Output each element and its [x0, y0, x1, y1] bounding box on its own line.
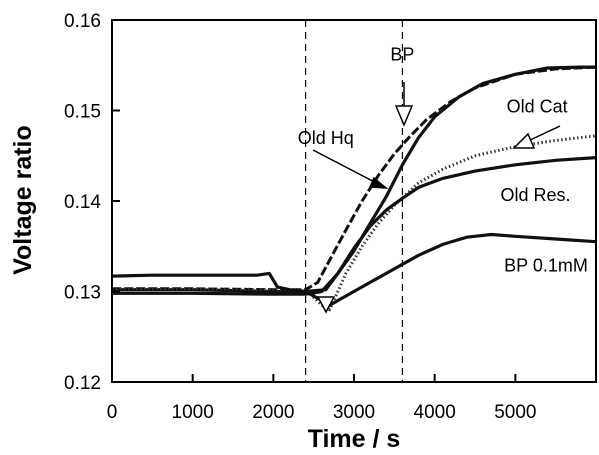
annotation-pointers [312, 82, 561, 314]
x-axis-title: Time / s [308, 425, 401, 453]
bp-pointer-arrowhead [394, 105, 414, 127]
bp-0-1mm-marker [316, 296, 336, 314]
annotation-bp-0-1mm: BP 0.1mM [504, 256, 588, 276]
y-tick-label: 0.12 [64, 373, 101, 394]
y-axis-ticks [112, 19, 120, 383]
annotation-bp: BP [390, 45, 414, 65]
series-line-old-res [112, 156, 596, 296]
x-tick-label: 0 [107, 402, 118, 423]
y-tick-label: 0.15 [64, 102, 101, 123]
x-tick-label: 3000 [333, 402, 375, 423]
x-axis-tick-labels: 0 1000 2000 3000 4000 5000 [107, 402, 537, 423]
y-tick-label: 0.16 [64, 11, 101, 32]
x-tick-label: 1000 [172, 402, 214, 423]
annotation-old-cat: Old Cat [507, 96, 568, 116]
old-cat-pointer-line [527, 125, 561, 142]
old-hq-pointer-arrowhead [368, 176, 389, 189]
series-line-old-cat [112, 134, 596, 312]
old-cat-pointer-arrowhead [512, 132, 536, 149]
y-axis-title: Voltage ratio [9, 125, 37, 275]
y-tick-label: 0.13 [64, 283, 101, 304]
annotation-old-res: Old Res. [500, 185, 570, 205]
x-tick-label: 2000 [252, 402, 294, 423]
x-axis-ticks [111, 374, 517, 382]
y-axis-tick-labels: 0.12 0.13 0.14 0.15 0.16 [64, 11, 101, 394]
x-tick-label: 4000 [414, 402, 456, 423]
y-tick-label: 0.14 [64, 192, 101, 213]
x-tick-label: 5000 [494, 402, 536, 423]
annotation-old-hq: Old Hq [298, 128, 354, 148]
